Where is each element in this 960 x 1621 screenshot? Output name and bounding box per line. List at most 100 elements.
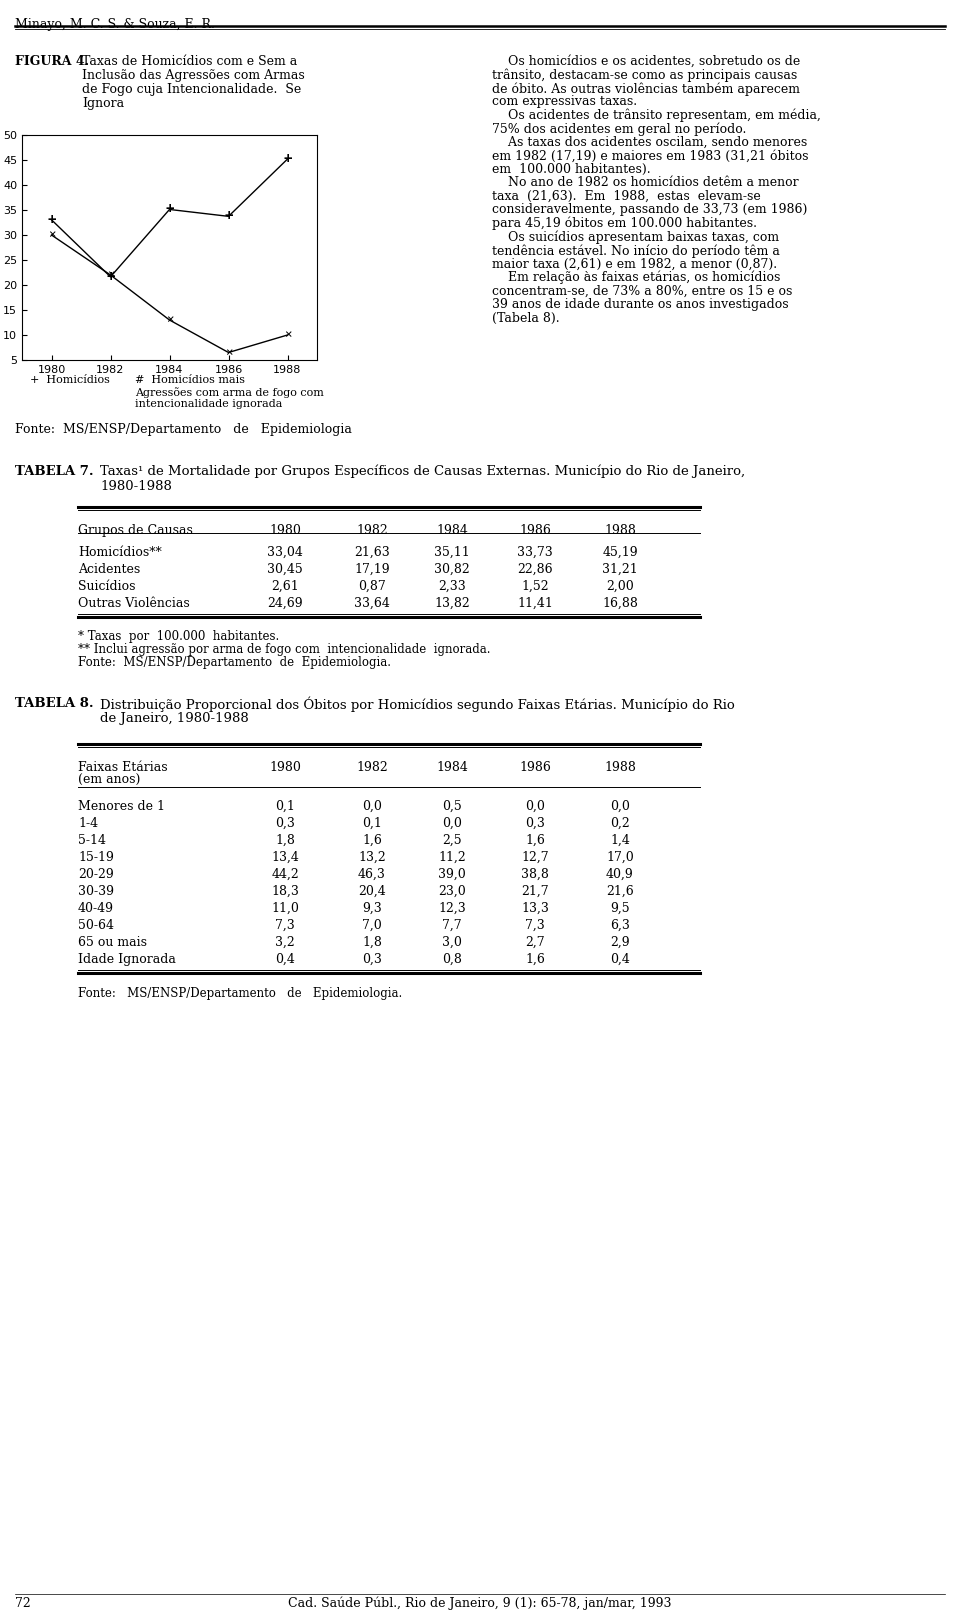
Text: 9,5: 9,5 [611, 901, 630, 914]
Text: 22,86: 22,86 [517, 562, 553, 575]
Text: 2,00: 2,00 [606, 580, 634, 593]
Text: 33,73: 33,73 [517, 546, 553, 559]
Text: 1,52: 1,52 [521, 580, 549, 593]
Text: 1982: 1982 [356, 524, 388, 537]
Text: ×: × [284, 329, 291, 342]
Text: 0,0: 0,0 [362, 801, 382, 814]
Text: Os suicídios apresentam baixas taxas, com: Os suicídios apresentam baixas taxas, co… [492, 230, 780, 245]
Text: * Taxas  por  100.000  habitantes.: * Taxas por 100.000 habitantes. [78, 631, 279, 644]
Text: FIGURA 4.: FIGURA 4. [15, 55, 89, 68]
Text: +: + [283, 152, 292, 165]
Text: Fonte:  MS/ENSP/Departamento   de   Epidemiologia: Fonte: MS/ENSP/Departamento de Epidemiol… [15, 423, 352, 436]
Text: +: + [47, 212, 56, 227]
Text: 30,82: 30,82 [434, 562, 469, 575]
Text: 0,1: 0,1 [362, 817, 382, 830]
Text: 0,3: 0,3 [276, 817, 295, 830]
Text: intencionalidade ignorada: intencionalidade ignorada [135, 399, 282, 408]
Text: 39 anos de idade durante os anos investigados: 39 anos de idade durante os anos investi… [492, 298, 788, 311]
Text: 0,3: 0,3 [362, 953, 382, 966]
Text: 0,1: 0,1 [276, 801, 295, 814]
Text: 46,3: 46,3 [358, 867, 386, 880]
Text: 44,2: 44,2 [271, 867, 299, 880]
Text: 17,19: 17,19 [354, 562, 390, 575]
Text: ×: × [166, 313, 173, 326]
Text: 11,0: 11,0 [271, 901, 299, 914]
Text: 1988: 1988 [604, 760, 636, 773]
Text: 1980: 1980 [269, 524, 300, 537]
Text: 45,19: 45,19 [602, 546, 637, 559]
Text: 33,04: 33,04 [267, 546, 303, 559]
Text: trânsito, destacam-se como as principais causas: trânsito, destacam-se como as principais… [492, 68, 797, 83]
Text: 9,3: 9,3 [362, 901, 382, 914]
Text: 1980-1988: 1980-1988 [100, 480, 172, 493]
Text: com expressivas taxas.: com expressivas taxas. [492, 96, 637, 109]
Text: Os acidentes de trânsito representam, em média,: Os acidentes de trânsito representam, em… [492, 109, 821, 123]
Text: Taxas de Homicídios com e Sem a: Taxas de Homicídios com e Sem a [82, 55, 298, 68]
Text: 13,82: 13,82 [434, 597, 469, 609]
Text: Outras Violências: Outras Violências [78, 597, 190, 609]
Text: TABELA 7.: TABELA 7. [15, 465, 94, 478]
Text: 75% dos acidentes em geral no período.: 75% dos acidentes em geral no período. [492, 123, 746, 136]
Text: 2,7: 2,7 [525, 935, 545, 948]
Text: 2,5: 2,5 [443, 833, 462, 848]
Text: 5-14: 5-14 [78, 833, 106, 848]
Text: 0,4: 0,4 [610, 953, 630, 966]
Text: 7,7: 7,7 [443, 919, 462, 932]
Text: 11,2: 11,2 [438, 851, 466, 864]
Text: 21,7: 21,7 [521, 885, 549, 898]
Text: Inclusão das Agressões com Armas: Inclusão das Agressões com Armas [82, 70, 304, 83]
Text: +: + [225, 209, 232, 224]
Text: 0,0: 0,0 [525, 801, 545, 814]
Text: 2,33: 2,33 [438, 580, 466, 593]
Text: 0,0: 0,0 [610, 801, 630, 814]
Text: 72: 72 [15, 1597, 31, 1610]
Text: concentram-se, de 73% a 80%, entre os 15 e os: concentram-se, de 73% a 80%, entre os 15… [492, 285, 792, 298]
Text: de Janeiro, 1980-1988: de Janeiro, 1980-1988 [100, 712, 249, 725]
Text: 1,6: 1,6 [525, 953, 545, 966]
Text: ×: × [107, 269, 114, 282]
Text: 0,4: 0,4 [276, 953, 295, 966]
Text: tendência estável. No início do período têm a: tendência estável. No início do período … [492, 245, 780, 258]
Text: 15-19: 15-19 [78, 851, 114, 864]
Text: 1986: 1986 [519, 760, 551, 773]
Text: 1980: 1980 [269, 760, 300, 773]
Text: 21,6: 21,6 [606, 885, 634, 898]
Text: ** Inclui agressão por arma de fogo com  intencionalidade  ignorada.: ** Inclui agressão por arma de fogo com … [78, 644, 491, 657]
Text: maior taxa (2,61) e em 1982, a menor (0,87).: maior taxa (2,61) e em 1982, a menor (0,… [492, 258, 778, 271]
Text: ×: × [48, 229, 56, 242]
Text: 0,0: 0,0 [442, 817, 462, 830]
Text: 39,0: 39,0 [438, 867, 466, 880]
Text: 1,8: 1,8 [362, 935, 382, 948]
Text: #  Homicídios mais: # Homicídios mais [135, 374, 245, 386]
Text: 1988: 1988 [604, 524, 636, 537]
Text: Fonte:   MS/ENSP/Departamento   de   Epidemiologia.: Fonte: MS/ENSP/Departamento de Epidemiol… [78, 987, 402, 1000]
Text: 0,87: 0,87 [358, 580, 386, 593]
Text: 3,0: 3,0 [442, 935, 462, 948]
Text: 6,3: 6,3 [610, 919, 630, 932]
Text: em 1982 (17,19) e maiores em 1983 (31,21 óbitos: em 1982 (17,19) e maiores em 1983 (31,21… [492, 149, 808, 162]
Text: 23,0: 23,0 [438, 885, 466, 898]
Text: ×: × [225, 345, 232, 358]
Text: 0,3: 0,3 [525, 817, 545, 830]
Text: Agressões com arma de fogo com: Agressões com arma de fogo com [135, 387, 324, 397]
Text: 65 ou mais: 65 ou mais [78, 935, 147, 948]
Text: 1984: 1984 [436, 760, 468, 773]
Text: Faixas Etárias: Faixas Etárias [78, 760, 168, 773]
Text: 2,61: 2,61 [271, 580, 299, 593]
Text: No ano de 1982 os homicídios detêm a menor: No ano de 1982 os homicídios detêm a men… [492, 177, 799, 190]
Text: Fonte:  MS/ENSP/Departamento  de  Epidemiologia.: Fonte: MS/ENSP/Departamento de Epidemiol… [78, 657, 391, 669]
Text: Menores de 1: Menores de 1 [78, 801, 165, 814]
Text: consideravelmente, passando de 33,73 (em 1986): consideravelmente, passando de 33,73 (em… [492, 204, 807, 217]
Text: Suicídios: Suicídios [78, 580, 135, 593]
Text: Idade Ignorada: Idade Ignorada [78, 953, 176, 966]
Text: (Tabela 8).: (Tabela 8). [492, 311, 560, 324]
Text: 20-29: 20-29 [78, 867, 113, 880]
Text: 1984: 1984 [436, 524, 468, 537]
Text: Homicídios**: Homicídios** [78, 546, 161, 559]
Text: 12,7: 12,7 [521, 851, 549, 864]
Text: 16,88: 16,88 [602, 597, 638, 609]
Text: 13,3: 13,3 [521, 901, 549, 914]
Text: 1,8: 1,8 [276, 833, 295, 848]
Text: 40-49: 40-49 [78, 901, 114, 914]
Text: +  Homicídios: + Homicídios [30, 374, 109, 386]
